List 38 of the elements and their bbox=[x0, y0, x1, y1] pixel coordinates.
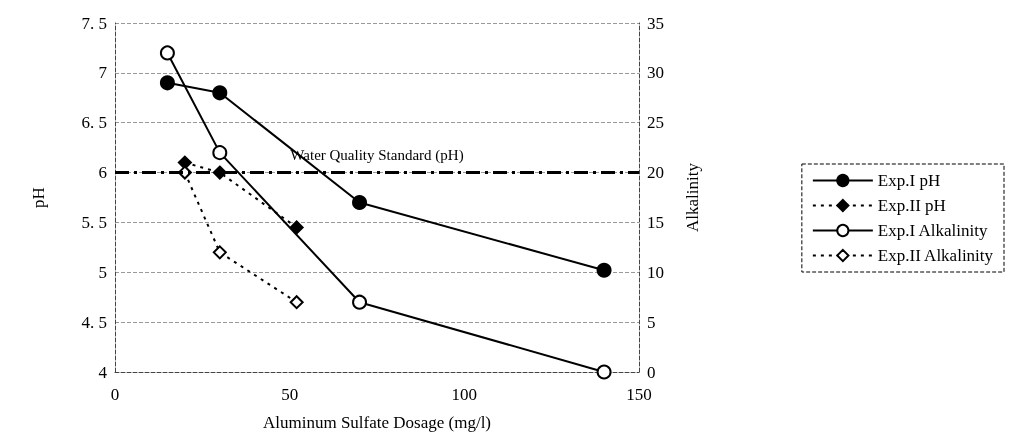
point bbox=[212, 145, 228, 161]
y-tick-label: 6. 5 bbox=[81, 113, 107, 133]
x-tick-label: 0 bbox=[110, 385, 120, 404]
legend-label: Exp.I pH bbox=[877, 171, 941, 190]
y2-tick-label: 30 bbox=[647, 63, 664, 83]
y-tick-label: 7. 5 bbox=[81, 13, 107, 33]
y2-tick-label: 20 bbox=[647, 163, 664, 183]
legend-label: Exp.II pH bbox=[877, 196, 946, 215]
point bbox=[289, 220, 304, 235]
x-tick-label: 100 bbox=[451, 385, 478, 404]
point bbox=[159, 75, 175, 91]
point bbox=[289, 295, 304, 310]
y2-tick-label: 5 bbox=[647, 312, 656, 332]
point bbox=[352, 194, 368, 210]
y-tick-label: 4 bbox=[98, 362, 108, 382]
y-tick-label: 4. 5 bbox=[81, 312, 107, 332]
y-tick-label: 7 bbox=[98, 63, 108, 83]
y-axis-title: pH bbox=[29, 187, 48, 208]
point bbox=[159, 45, 175, 61]
y2-tick-label: 15 bbox=[647, 212, 664, 232]
x-axis-title: Aluminum Sulfate Dosage (mg/l) bbox=[262, 413, 492, 432]
y2-tick-label: 35 bbox=[647, 13, 664, 33]
point bbox=[212, 245, 227, 260]
legend-label: Exp.II Alkalinity bbox=[877, 246, 994, 265]
y2-tick-label: 25 bbox=[647, 113, 664, 133]
point bbox=[212, 85, 228, 101]
y2-tick-label: 10 bbox=[647, 262, 664, 282]
point bbox=[596, 364, 612, 380]
x-tick-label: 50 bbox=[281, 385, 299, 404]
y2-axis-title: Alkalinity bbox=[683, 162, 702, 232]
y2-tick-label: 0 bbox=[647, 362, 656, 382]
point bbox=[352, 294, 368, 310]
point bbox=[596, 262, 612, 278]
y-tick-label: 5 bbox=[98, 262, 107, 282]
legend-label: Exp.I Alkalinity bbox=[877, 221, 988, 240]
y-tick-label: 6 bbox=[98, 163, 107, 183]
x-tick-label: 150 bbox=[626, 385, 652, 404]
y-tick-label: 5. 5 bbox=[81, 212, 107, 232]
